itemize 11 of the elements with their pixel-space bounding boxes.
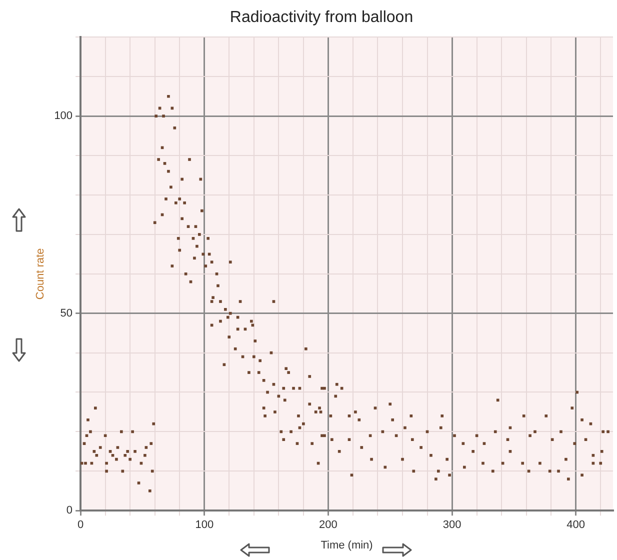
x-tick-label: 400 bbox=[566, 519, 586, 532]
y-tick-label: 50 bbox=[60, 307, 73, 320]
x-tick-label: 0 bbox=[77, 519, 84, 532]
chart-title: Radioactivity from balloon bbox=[230, 9, 414, 26]
y-tick-label: 100 bbox=[54, 110, 73, 122]
y-tick-label: 0 bbox=[66, 504, 73, 517]
x-tick-label: 300 bbox=[442, 519, 462, 532]
x-axis-title: Time (min) bbox=[320, 539, 373, 552]
x-tick-label: 100 bbox=[195, 519, 214, 532]
y-axis-title: Count rate bbox=[34, 248, 47, 300]
x-tick-label: 200 bbox=[319, 519, 338, 532]
